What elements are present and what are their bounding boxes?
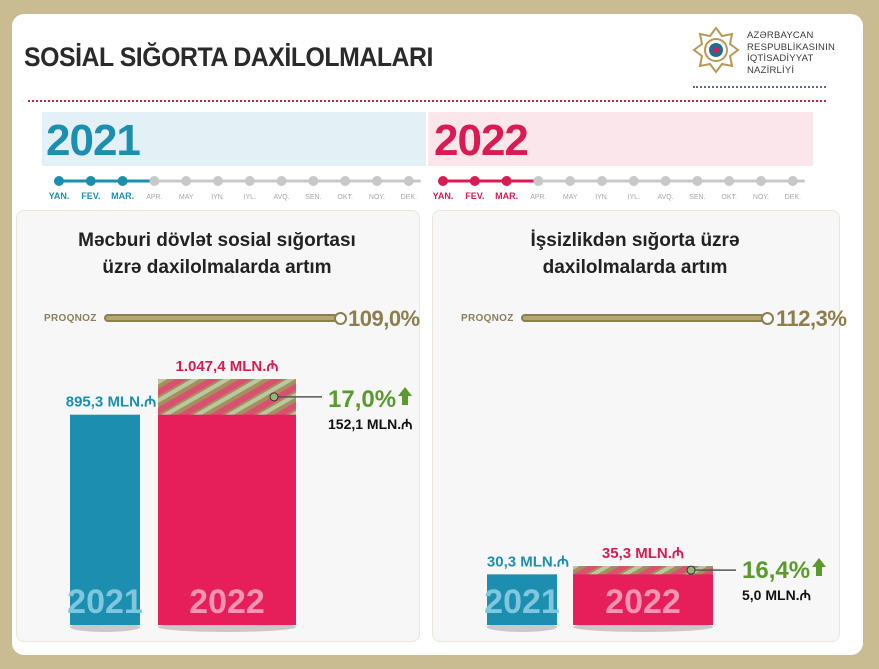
month-2021-dot xyxy=(85,176,96,186)
month-2022-dot xyxy=(692,176,703,186)
ministry-emblem-icon xyxy=(692,26,740,74)
month-label: MAR. xyxy=(111,191,134,201)
month-label: IYN. xyxy=(211,194,225,201)
month-2021-dot xyxy=(244,176,255,186)
panel-title: İşsizlikdən sığorta üzrə daxilolmalarda … xyxy=(470,227,800,281)
growth-arrow-icon xyxy=(812,558,826,576)
proqnoz-label: PROQNOZ xyxy=(44,313,97,324)
increase-segment xyxy=(573,566,713,575)
panel-title-line: Məcburi dövlət sosial sığortası xyxy=(78,230,356,251)
month-2022-dot xyxy=(628,176,639,186)
year-band-2022 xyxy=(428,112,813,166)
ministry-line: NAZİRLİYİ xyxy=(747,64,795,76)
month-label: DEK. xyxy=(401,194,417,201)
ministry-name: AZƏRBAYCAN RESPUBLİKASININ İQTİSADİYYAT … xyxy=(747,30,835,76)
bar-year-label: 2021 xyxy=(484,583,560,621)
value-label-2021: 895,3 MLN.₼ xyxy=(66,394,157,411)
month-label: YAN. xyxy=(433,191,454,201)
month-2021-dot xyxy=(213,176,223,186)
bar-2022 xyxy=(573,566,713,625)
month-label: SEN. xyxy=(689,194,705,201)
month-2022-dot xyxy=(756,176,766,186)
month-2021-dot xyxy=(54,176,64,186)
logo-divider xyxy=(693,86,826,88)
month-2021-dot xyxy=(276,176,287,186)
month-label: MAR. xyxy=(495,191,518,201)
year-2021-label: 2021 xyxy=(46,116,141,165)
month-2022-dot xyxy=(565,176,576,186)
month-2022-dot xyxy=(469,176,480,186)
month-label: IYN. xyxy=(595,194,609,201)
month-label: OKT. xyxy=(337,194,353,201)
month-label: IYL. xyxy=(628,194,641,201)
bar-2022 xyxy=(158,379,296,625)
month-2021-dot xyxy=(308,176,319,186)
month-label: MAY xyxy=(179,194,194,201)
bar-2021 xyxy=(70,414,140,625)
month-2022-dot xyxy=(533,176,544,186)
proqnoz-value: 109,0% xyxy=(348,306,420,331)
month-label: FEV. xyxy=(81,191,100,201)
panel-title-line: İşsizlikdən sığorta üzrə xyxy=(530,230,740,251)
month-2021-dot xyxy=(117,176,128,186)
value-label-2021: 30,3 MLN.₼ xyxy=(487,553,569,570)
increase-connector-dot xyxy=(686,565,696,575)
month-label: AVQ. xyxy=(657,194,673,201)
year-band-2021 xyxy=(42,112,426,166)
month-2022-dot xyxy=(501,176,512,186)
month-label: YAN. xyxy=(49,191,70,201)
month-label: NOY. xyxy=(369,194,385,201)
month-2021-dot xyxy=(372,176,382,186)
month-2022-dot xyxy=(438,176,448,186)
increase-amount: 152,1 MLN.₼ xyxy=(328,416,412,432)
month-2022-dot xyxy=(660,176,671,186)
panel-title: Məcburi dövlət sosial sığortası üzrə dax… xyxy=(52,227,382,281)
bar-year-label: 2021 xyxy=(67,583,143,621)
month-label: APR. xyxy=(146,194,162,201)
panel-title-line: daxilolmalarda artım xyxy=(542,257,728,278)
increase-amount: 5,0 MLN.₼ xyxy=(742,587,811,603)
month-2022-dot xyxy=(597,176,607,186)
bar-2021 xyxy=(487,574,557,625)
ministry-line: RESPUBLİKASININ xyxy=(747,41,835,53)
month-label: AVQ. xyxy=(273,194,289,201)
month-label: MAY xyxy=(563,194,578,201)
header-divider xyxy=(28,100,826,102)
panel-title-line: üzrə daxilolmalarda artım xyxy=(102,257,332,278)
month-label: FEV. xyxy=(465,191,484,201)
bar-year-label: 2022 xyxy=(189,583,265,621)
month-label: SEN. xyxy=(305,194,321,201)
growth-percent: 17,0% xyxy=(328,386,396,413)
proqnoz-label: PROQNOZ xyxy=(461,313,514,324)
month-label: NOY. xyxy=(753,194,769,201)
growth-percent: 16,4% xyxy=(742,557,810,584)
month-2021-dot xyxy=(181,176,192,186)
value-label-2022: 1.047,4 MLN.₼ xyxy=(175,358,278,375)
month-label: DEK. xyxy=(785,194,801,201)
growth-arrow-icon xyxy=(398,387,412,405)
bar-year-label: 2022 xyxy=(605,583,681,621)
month-2021-dot xyxy=(149,176,160,186)
ministry-line: AZƏRBAYCAN xyxy=(747,30,814,41)
value-label-2022: 35,3 MLN.₼ xyxy=(602,545,684,562)
month-label: IYL. xyxy=(244,194,257,201)
proqnoz-end-marker xyxy=(334,312,347,325)
month-2021-dot xyxy=(340,176,351,186)
month-2022-dot xyxy=(724,176,735,186)
month-2021-dot xyxy=(403,176,414,186)
month-label: APR. xyxy=(530,194,546,201)
month-2022-dot xyxy=(787,176,798,186)
increase-connector-dot xyxy=(269,392,279,402)
year-2022-label: 2022 xyxy=(434,116,529,165)
month-label: OKT. xyxy=(721,194,737,201)
proqnoz-value: 112,3% xyxy=(776,306,847,331)
month-timeline: YAN. FEV. MAR. APR. MAY IYN. IYL. AVQ. SEN. OKT. N… xyxy=(49,176,805,201)
proqnoz-end-marker xyxy=(761,312,774,325)
ministry-line: İQTİSADİYYAT xyxy=(747,53,814,64)
page-title: SOSİAL SIĞORTA DAXİLOLMALARI xyxy=(24,42,433,72)
